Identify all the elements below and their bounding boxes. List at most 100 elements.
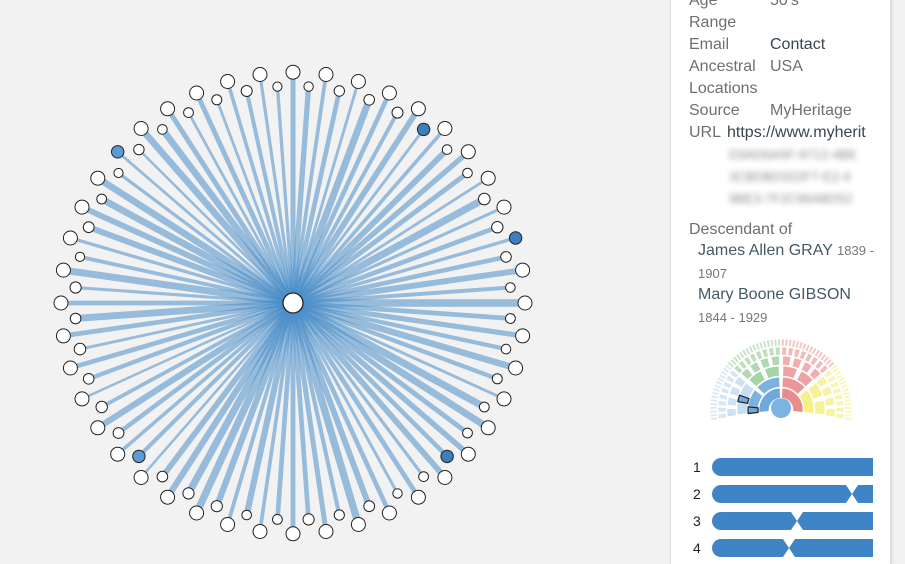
fan-cell[interactable] — [729, 358, 738, 366]
fan-cell[interactable] — [809, 356, 819, 367]
match-node[interactable] — [74, 251, 86, 262]
fan-cell[interactable] — [808, 367, 822, 381]
fan-cell[interactable] — [718, 373, 727, 380]
fan-cell[interactable] — [774, 346, 781, 356]
match-node[interactable] — [62, 360, 78, 376]
fan-cell[interactable] — [738, 351, 746, 360]
fan-cell[interactable] — [729, 369, 740, 379]
match-node[interactable] — [478, 401, 490, 413]
fan-cell[interactable] — [764, 365, 780, 379]
match-node[interactable] — [381, 85, 397, 101]
match-node[interactable] — [505, 313, 516, 324]
fan-cell[interactable] — [807, 345, 815, 354]
fan-cell[interactable] — [758, 387, 781, 413]
match-node[interactable] — [462, 427, 473, 439]
fan-cell[interactable] — [726, 408, 737, 418]
fan-cell[interactable] — [807, 382, 824, 400]
chromosome-bar[interactable] — [711, 484, 873, 504]
match-node[interactable] — [183, 107, 194, 118]
fan-cell[interactable] — [709, 406, 718, 410]
match-node[interactable] — [240, 85, 253, 97]
fan-cell[interactable] — [755, 350, 764, 361]
fan-cell[interactable] — [842, 390, 851, 396]
fan-cell[interactable] — [751, 343, 758, 353]
fan-cell[interactable] — [726, 396, 738, 407]
fan-cell[interactable] — [710, 416, 719, 421]
match-node[interactable] — [391, 106, 404, 119]
fan-cell[interactable] — [835, 373, 844, 380]
match-node[interactable] — [500, 251, 512, 263]
fan-cell[interactable] — [844, 413, 853, 418]
match-node[interactable] — [90, 170, 106, 186]
fan-cell[interactable] — [794, 340, 800, 349]
match-node[interactable] — [133, 121, 149, 136]
fan-cell[interactable] — [770, 355, 780, 367]
fan-cell[interactable] — [844, 409, 853, 414]
match-node[interactable] — [156, 470, 169, 483]
fan-cell[interactable] — [822, 355, 830, 364]
fan-cell[interactable] — [733, 364, 744, 375]
fan-root-cell[interactable] — [771, 398, 791, 418]
fan-cell[interactable] — [709, 402, 718, 407]
fan-cell[interactable] — [733, 375, 747, 388]
fan-cell[interactable] — [738, 359, 748, 370]
match-node[interactable] — [189, 505, 205, 521]
match-node[interactable] — [74, 199, 90, 215]
match-node[interactable] — [496, 199, 512, 215]
match-node[interactable] — [112, 427, 125, 439]
fan-cell[interactable] — [820, 385, 833, 397]
match-node[interactable] — [496, 391, 512, 407]
match-node[interactable] — [350, 74, 366, 89]
match-node[interactable] — [133, 143, 145, 156]
fan-cell[interactable] — [791, 357, 803, 369]
fan-cell[interactable] — [722, 380, 733, 390]
fan-cell[interactable] — [722, 366, 731, 374]
match-node[interactable] — [110, 446, 126, 462]
fan-cell[interactable] — [749, 352, 758, 363]
fan-cell[interactable] — [718, 393, 729, 401]
fan-cell[interactable] — [840, 383, 849, 390]
match-node[interactable] — [90, 420, 106, 436]
fan-cell[interactable] — [762, 340, 768, 349]
match-node[interactable] — [460, 446, 476, 462]
fan-cell[interactable] — [758, 341, 764, 350]
fan-cell[interactable] — [781, 387, 804, 413]
match-node[interactable] — [491, 373, 503, 385]
match-node[interactable] — [333, 85, 345, 97]
match-node[interactable] — [410, 489, 426, 505]
match-node[interactable] — [500, 343, 512, 355]
match-node[interactable] — [441, 144, 453, 155]
email-contact-link[interactable]: Contact — [770, 36, 826, 53]
match-node[interactable] — [74, 391, 90, 407]
fan-cell[interactable] — [838, 380, 848, 387]
match-node[interactable] — [252, 524, 268, 539]
fan-cell[interactable] — [717, 406, 727, 413]
fan-cell[interactable] — [720, 370, 729, 377]
fan-cell[interactable] — [725, 374, 736, 384]
match-node[interactable] — [55, 328, 71, 344]
center-node[interactable] — [282, 292, 304, 314]
match-node[interactable] — [302, 513, 315, 526]
fan-cell[interactable] — [744, 347, 752, 356]
ancestor-1-name[interactable]: James Allen GRAY — [698, 242, 833, 259]
match-node[interactable] — [69, 312, 82, 325]
fan-highlighted-cell[interactable] — [747, 406, 759, 415]
fan-cell[interactable] — [798, 341, 804, 350]
fan-cell[interactable] — [844, 402, 853, 407]
fan-cell[interactable] — [844, 406, 853, 410]
fan-cell[interactable] — [833, 370, 842, 377]
fan-cell[interactable] — [793, 348, 801, 358]
fan-cell[interactable] — [798, 350, 807, 361]
match-network-graph[interactable] — [0, 0, 668, 554]
fan-cell[interactable] — [818, 364, 829, 375]
match-node[interactable] — [350, 517, 366, 532]
fan-cell[interactable] — [713, 383, 722, 390]
match-node[interactable] — [132, 449, 146, 464]
match-node[interactable] — [69, 281, 82, 294]
match-node[interactable] — [220, 517, 236, 532]
fan-cell[interactable] — [829, 380, 840, 390]
match-node[interactable] — [189, 85, 205, 101]
fan-cell[interactable] — [801, 342, 808, 351]
match-node[interactable] — [62, 230, 78, 246]
fan-cell[interactable] — [720, 387, 731, 395]
